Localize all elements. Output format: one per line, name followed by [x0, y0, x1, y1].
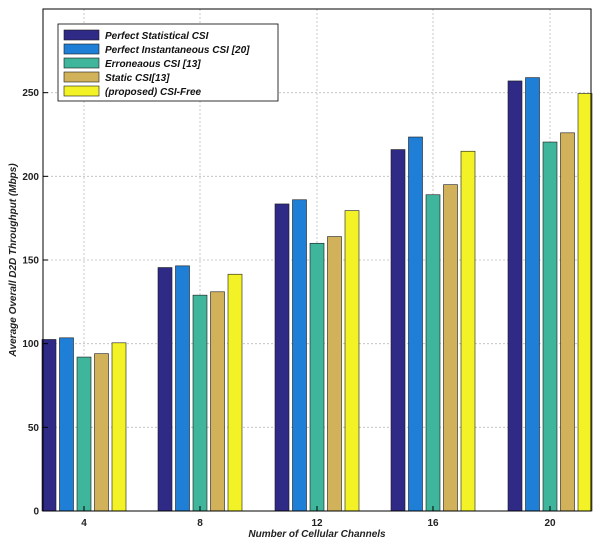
bar [560, 132, 575, 512]
bar [76, 356, 92, 512]
bar [274, 203, 290, 512]
bar [41, 339, 57, 512]
bar [192, 294, 208, 512]
bar [59, 337, 74, 512]
x-axis-label: Number of Cellular Channels [248, 529, 386, 540]
bar [94, 353, 109, 512]
legend-label: Erroneaous CSI [13] [105, 59, 201, 70]
bar [525, 77, 540, 512]
bar [210, 291, 225, 512]
y-tick-label: 50 [28, 423, 40, 434]
legend-swatch [63, 85, 100, 97]
x-tick-label: 16 [427, 518, 439, 529]
bar [390, 149, 406, 512]
legend-label: Perfect Instantaneous CSI [20] [105, 45, 250, 56]
bar [577, 93, 593, 512]
bar [460, 150, 476, 512]
bar [425, 194, 441, 512]
bar [408, 136, 423, 512]
legend-label: Perfect Statistical CSI [105, 31, 209, 42]
bars [41, 77, 593, 512]
y-tick-label: 0 [33, 507, 39, 518]
bar [344, 210, 360, 512]
legend-swatch [63, 43, 100, 55]
bar [507, 80, 523, 512]
bar [443, 184, 458, 512]
y-tick-label: 100 [22, 339, 39, 350]
legend-swatch [63, 57, 100, 69]
legend: Perfect Statistical CSI Perfect Instantan… [57, 23, 279, 102]
legend-swatch [63, 71, 100, 83]
bar [309, 242, 325, 512]
y-axis-label: Average Overall D2D Throughput (Mbps) [8, 163, 19, 358]
bar [292, 199, 307, 512]
bar [111, 342, 127, 512]
x-tick-label: 12 [311, 518, 323, 529]
y-tick-label: 250 [22, 88, 39, 99]
bar [227, 273, 243, 512]
axis-ticks: 0 50 100 150 200 250 4 8 12 16 20 [22, 88, 556, 529]
x-tick-label: 4 [81, 518, 87, 529]
x-tick-label: 20 [544, 518, 556, 529]
legend-label: (proposed) CSI-Free [105, 87, 202, 98]
bar [157, 267, 173, 512]
y-tick-label: 150 [22, 256, 39, 267]
bar [175, 265, 190, 512]
y-tick-label: 200 [22, 172, 39, 183]
legend-swatch [63, 29, 100, 41]
bar [327, 236, 342, 512]
bar [542, 141, 558, 512]
legend-label: Static CSI[13] [105, 73, 170, 84]
x-tick-label: 8 [197, 518, 203, 529]
